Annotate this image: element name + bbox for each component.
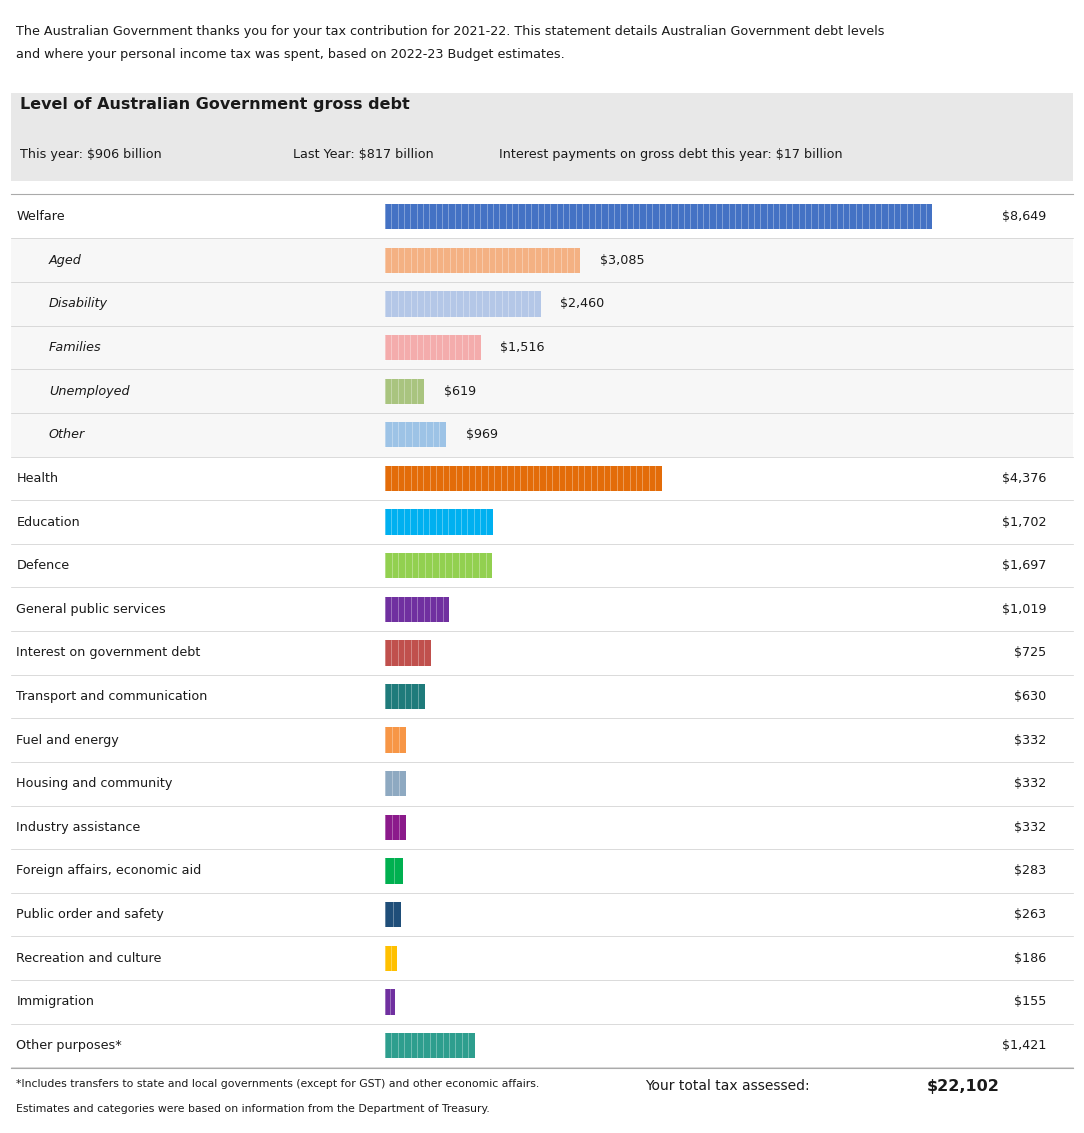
FancyBboxPatch shape: [385, 989, 395, 1014]
Text: Other: Other: [49, 428, 85, 441]
FancyBboxPatch shape: [385, 946, 397, 971]
Text: Other purposes*: Other purposes*: [16, 1039, 122, 1051]
Text: $619: $619: [443, 385, 476, 398]
Text: Last Year: $817 billion: Last Year: $817 billion: [293, 148, 434, 161]
Text: $155: $155: [1014, 996, 1046, 1008]
FancyBboxPatch shape: [385, 640, 430, 665]
Text: $1,702: $1,702: [1002, 516, 1046, 528]
Text: $332: $332: [1014, 821, 1046, 834]
FancyBboxPatch shape: [385, 859, 403, 884]
FancyBboxPatch shape: [385, 378, 424, 403]
Text: $22,102: $22,102: [927, 1079, 999, 1093]
Text: $332: $332: [1014, 777, 1046, 790]
Text: Fuel and energy: Fuel and energy: [16, 734, 119, 747]
Text: Disability: Disability: [49, 298, 107, 310]
Text: $4,376: $4,376: [1002, 472, 1046, 485]
Text: General public services: General public services: [16, 603, 166, 615]
FancyBboxPatch shape: [385, 1033, 475, 1058]
FancyBboxPatch shape: [385, 727, 405, 752]
Text: Industry assistance: Industry assistance: [16, 821, 141, 834]
Text: Interest payments on gross debt this year: $17 billion: Interest payments on gross debt this yea…: [499, 148, 842, 161]
Text: $283: $283: [1014, 864, 1046, 877]
FancyBboxPatch shape: [385, 248, 580, 273]
Text: $2,460: $2,460: [560, 298, 604, 310]
Text: Level of Australian Government gross debt: Level of Australian Government gross deb…: [20, 97, 410, 112]
Text: $630: $630: [1014, 690, 1046, 702]
FancyBboxPatch shape: [11, 93, 1073, 181]
Text: Transport and communication: Transport and communication: [16, 690, 208, 702]
FancyBboxPatch shape: [385, 772, 405, 796]
FancyBboxPatch shape: [385, 553, 492, 578]
Text: $1,019: $1,019: [1002, 603, 1046, 615]
Text: Housing and community: Housing and community: [16, 777, 172, 790]
Text: $1,516: $1,516: [501, 341, 545, 353]
FancyBboxPatch shape: [385, 291, 541, 316]
Text: Health: Health: [16, 472, 59, 485]
Text: Unemployed: Unemployed: [49, 385, 129, 398]
FancyBboxPatch shape: [385, 335, 481, 360]
Text: and where your personal income tax was spent, based on 2022-23 Budget estimates.: and where your personal income tax was s…: [16, 48, 565, 60]
FancyBboxPatch shape: [11, 282, 1073, 326]
Text: *Includes transfers to state and local governments (except for GST) and other ec: *Includes transfers to state and local g…: [16, 1079, 540, 1089]
Text: Interest on government debt: Interest on government debt: [16, 647, 201, 659]
Text: Recreation and culture: Recreation and culture: [16, 952, 162, 964]
FancyBboxPatch shape: [385, 423, 447, 448]
FancyBboxPatch shape: [11, 238, 1073, 282]
Text: This year: $906 billion: This year: $906 billion: [20, 148, 162, 161]
FancyBboxPatch shape: [11, 414, 1073, 457]
Text: The Australian Government thanks you for your tax contribution for 2021-22. This: The Australian Government thanks you for…: [16, 25, 885, 37]
FancyBboxPatch shape: [11, 369, 1073, 414]
FancyBboxPatch shape: [385, 815, 405, 840]
Text: Immigration: Immigration: [16, 996, 94, 1008]
FancyBboxPatch shape: [385, 684, 425, 709]
Text: Foreign affairs, economic aid: Foreign affairs, economic aid: [16, 864, 202, 877]
Text: $725: $725: [1014, 647, 1046, 659]
Text: $969: $969: [466, 428, 498, 441]
Text: $1,421: $1,421: [1002, 1039, 1046, 1051]
Text: Families: Families: [49, 341, 102, 353]
FancyBboxPatch shape: [385, 204, 932, 229]
Text: Welfare: Welfare: [16, 211, 65, 223]
Text: $263: $263: [1014, 909, 1046, 921]
Text: $332: $332: [1014, 734, 1046, 747]
FancyBboxPatch shape: [385, 902, 401, 927]
Text: Estimates and categories were based on information from the Department of Treasu: Estimates and categories were based on i…: [16, 1104, 490, 1114]
FancyBboxPatch shape: [11, 326, 1073, 369]
Text: $3,085: $3,085: [599, 254, 644, 266]
Text: Aged: Aged: [49, 254, 81, 266]
Text: Your total tax assessed:: Your total tax assessed:: [645, 1079, 810, 1092]
Text: $1,697: $1,697: [1002, 560, 1046, 572]
FancyBboxPatch shape: [385, 510, 492, 535]
Text: Defence: Defence: [16, 560, 69, 572]
Text: Public order and safety: Public order and safety: [16, 909, 164, 921]
FancyBboxPatch shape: [385, 597, 449, 622]
FancyBboxPatch shape: [385, 466, 662, 491]
Text: Education: Education: [16, 516, 80, 528]
Text: $8,649: $8,649: [1002, 211, 1046, 223]
Text: $186: $186: [1014, 952, 1046, 964]
